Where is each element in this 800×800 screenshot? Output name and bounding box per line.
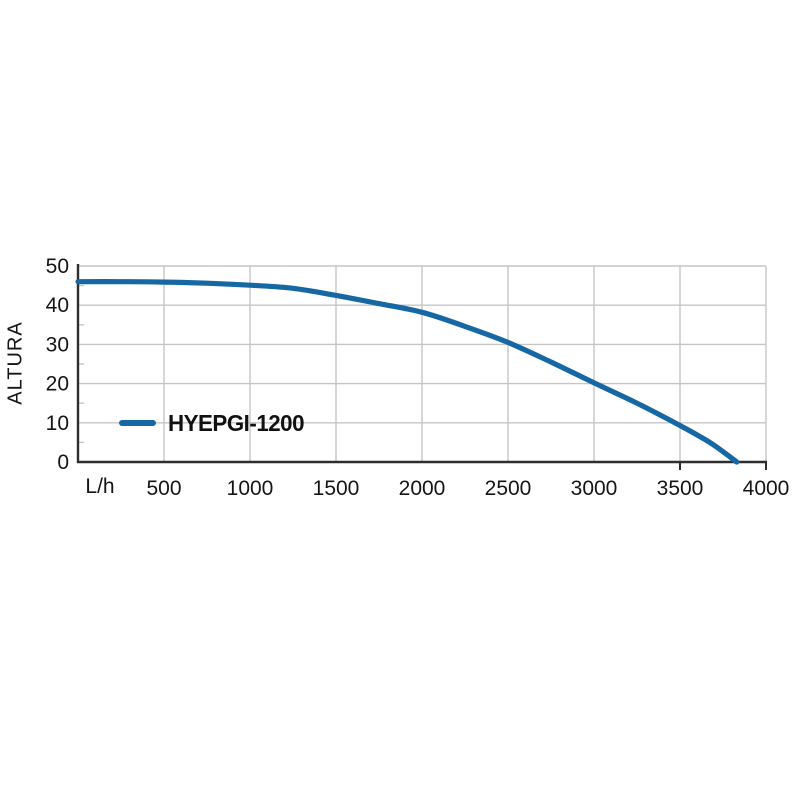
series-curve [75, 279, 740, 465]
y-tick-label: 50 [46, 255, 69, 278]
y-axis-title: ALTURA [4, 321, 27, 405]
x-tick-label: 3000 [571, 477, 618, 500]
x-tick-label: 3500 [657, 477, 704, 500]
pump-curve-line [75, 279, 740, 465]
y-tick-label: 20 [46, 373, 69, 396]
legend-series-label: HYEPGI-1200 [168, 409, 305, 436]
legend: HYEPGI-1200 [119, 409, 308, 437]
y-tick-label: 30 [46, 333, 69, 356]
x-tick-label: 1500 [313, 477, 360, 500]
legend-line-swatch [119, 420, 156, 426]
y-tick-label: 0 [57, 451, 69, 474]
y-tick-label: 40 [46, 294, 69, 317]
x-tick-label: 4000 [743, 477, 790, 500]
x-tick-label: 1000 [227, 477, 274, 500]
x-tick-label: 2500 [485, 477, 532, 500]
y-tick-label: 10 [46, 412, 69, 435]
gridlines [78, 265, 767, 462]
x-tick-label: 500 [146, 477, 181, 500]
tick-labels: 500 1000 1500 2000 2500 3000 3500 4000 0 10 20 30 40… [46, 255, 790, 500]
axes [76, 264, 767, 470]
x-axis-unit-label: L/h [85, 475, 115, 498]
x-tick-label: 2000 [399, 477, 446, 500]
